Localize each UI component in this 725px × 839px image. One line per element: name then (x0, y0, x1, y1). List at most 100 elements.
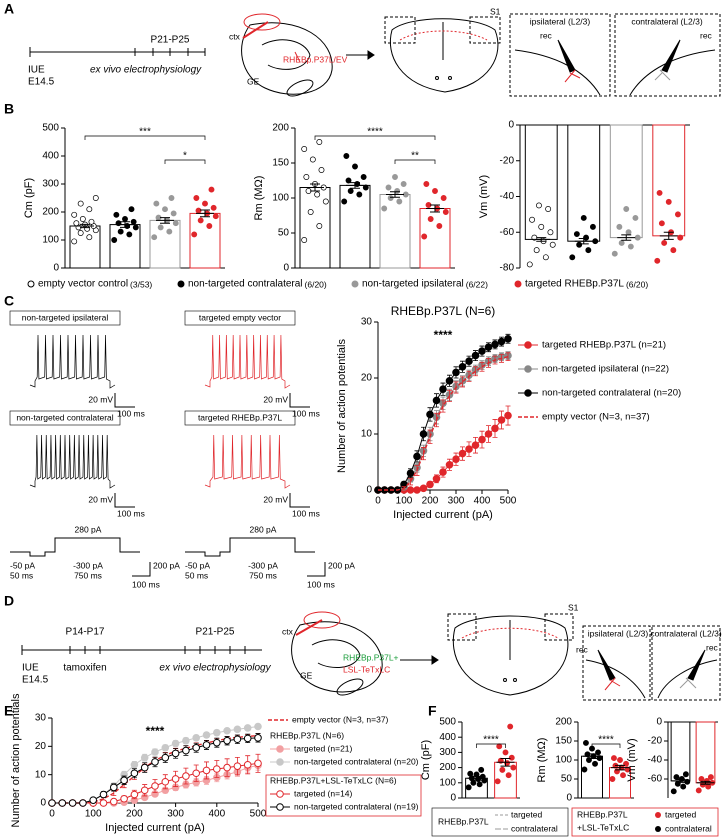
data-point (210, 204, 217, 211)
data-point (130, 769, 139, 778)
data-point (254, 759, 262, 768)
error-bar (659, 231, 678, 240)
panel-letter: A (4, 1, 14, 17)
stimulus-label: 50 ms (10, 570, 33, 580)
data-point (471, 441, 480, 450)
data-point (140, 753, 149, 762)
data-point (77, 200, 84, 207)
data-point (322, 198, 329, 205)
y-tick-label: 0 (53, 263, 59, 274)
data-point (609, 776, 616, 782)
data-point (421, 233, 428, 240)
slice-label: contralateral (L2/3) (631, 16, 703, 26)
scale-label: 100 ms (292, 408, 320, 418)
data-point (427, 216, 434, 222)
data-point (254, 722, 262, 731)
y-tick-label: -20 (648, 736, 663, 747)
data-point (122, 216, 128, 222)
rec-label: rec (540, 30, 553, 40)
data-point (77, 230, 84, 236)
data-point (585, 247, 592, 254)
scale-label: 100 ms (117, 408, 145, 418)
data-point (120, 794, 128, 803)
data-point (695, 787, 702, 794)
y-tick-label: 400 (439, 732, 456, 743)
panel-letter: B (4, 101, 14, 117)
data-point (497, 416, 506, 424)
data-point (58, 799, 67, 807)
bar (567, 124, 601, 242)
data-point (110, 783, 118, 792)
data-point (130, 790, 139, 799)
scale-label: 20 mV (88, 394, 113, 404)
y-tick-label: 200 (439, 762, 456, 773)
y-tick-label: -40 (500, 191, 515, 202)
x-tick-label: 100 (85, 809, 102, 820)
data-point (504, 411, 512, 420)
bar (189, 212, 221, 269)
legend-marker (655, 826, 661, 832)
region-label: S1 (490, 6, 501, 16)
legend-marker (524, 389, 532, 397)
data-point (79, 216, 86, 222)
data-point (452, 368, 460, 377)
legend-marker (351, 280, 359, 288)
x-tick-label: 300 (167, 809, 184, 820)
stimulus-label: 750 ms (249, 570, 277, 580)
timeline-label: IUE (22, 663, 39, 674)
error-bar (346, 182, 364, 189)
significance-label: *** (139, 127, 151, 138)
data-point (381, 205, 388, 212)
data-point (309, 156, 316, 163)
error-bar (76, 223, 94, 229)
data-point (79, 799, 87, 807)
brain-label: GE (300, 670, 313, 680)
data-point (505, 772, 512, 779)
data-point (445, 377, 454, 385)
data-point (576, 241, 583, 248)
data-point (197, 217, 204, 224)
data-point (362, 184, 369, 191)
data-point (99, 790, 108, 799)
scale-label: 100 ms (132, 579, 160, 589)
data-point (303, 174, 310, 180)
x-tick-label: 200 (422, 496, 439, 507)
legend-title: +LSL-TeTxLC (577, 822, 629, 832)
data-point (208, 186, 215, 193)
error-bar (583, 753, 601, 759)
panel-letter: D (4, 593, 14, 609)
data-point (202, 200, 208, 207)
data-point (533, 247, 540, 254)
data-point (705, 783, 712, 790)
x-tick-label: 400 (208, 809, 225, 820)
series (48, 733, 262, 807)
bar (524, 124, 558, 240)
y-tick-label: -60 (500, 227, 515, 238)
data-point (168, 195, 175, 201)
legend-label: empty vector (N=3, n=37) (542, 412, 650, 423)
scale-label: 20 mV (263, 494, 288, 504)
x-tick-label: 500 (500, 496, 517, 507)
significance-bracket (591, 743, 621, 748)
data-point (677, 234, 684, 241)
significance-label: * (183, 151, 187, 162)
data-point (396, 198, 403, 205)
brain-label: ctx (282, 626, 294, 636)
data-point (352, 163, 358, 170)
y-axis-label: Cm (pF) (420, 740, 432, 780)
data-point (99, 799, 108, 807)
y-axis-label: Vm (mV) (626, 738, 638, 781)
data-point (347, 188, 354, 194)
data-point (233, 735, 242, 744)
data-point (547, 229, 554, 236)
data-point (301, 237, 308, 243)
data-point (413, 486, 421, 494)
data-point (86, 206, 93, 213)
data-point (161, 777, 170, 786)
timeline-label: tamoxifen (63, 663, 106, 674)
data-point (654, 257, 661, 264)
data-point (656, 189, 663, 196)
trace-label-box (184, 310, 296, 326)
timeline (21, 645, 262, 655)
